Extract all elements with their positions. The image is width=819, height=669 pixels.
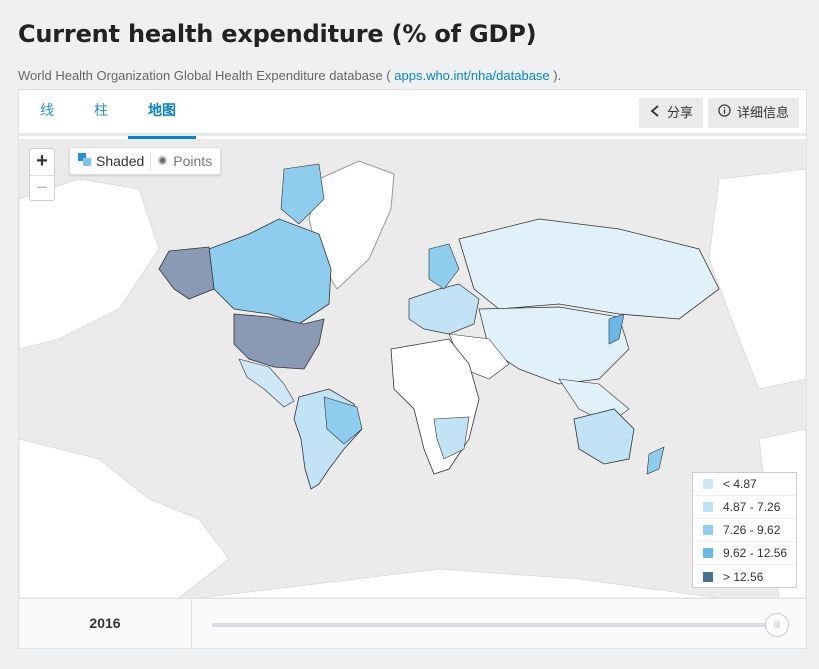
current-year: 2016 <box>19 599 192 649</box>
map-region-mexico <box>238 358 295 408</box>
map-region-canada <box>208 218 332 325</box>
source-prefix: World Health Organization Global Health … <box>18 68 395 83</box>
map-land-west-nodata <box>19 178 160 350</box>
view-tabs: 线 柱 地图 分享 详细信息 <box>19 90 806 139</box>
map-canvas <box>19 160 806 598</box>
share-button[interactable]: 分享 <box>639 98 704 128</box>
details-button[interactable]: 详细信息 <box>708 98 800 128</box>
map-region-scandinavia <box>428 243 460 290</box>
zoom-control: + − <box>29 148 55 201</box>
legend-item: 4.87 - 7.26 <box>693 496 796 519</box>
map-region-brazil <box>323 396 363 445</box>
legend-label: > 12.56 <box>723 569 764 584</box>
map-region-usa <box>233 313 325 370</box>
points-label: Points <box>173 153 213 169</box>
legend-swatch <box>703 548 713 558</box>
legend-label: 4.87 - 7.26 <box>723 500 781 514</box>
map-land-antarctica-left <box>19 438 230 598</box>
map-region-new-zealand <box>646 446 665 475</box>
share-label: 分享 <box>667 105 694 120</box>
legend-swatch <box>703 479 713 489</box>
legend-item: < 4.87 <box>693 473 796 496</box>
page-title: Current health expenditure (% of GDP) <box>18 20 537 48</box>
details-label: 详细信息 <box>737 105 790 120</box>
info-icon <box>718 98 731 128</box>
source-suffix: ). <box>549 68 562 83</box>
legend-item: 9.62 - 12.56 <box>693 542 796 565</box>
toggle-divider <box>150 152 152 170</box>
chart-panel: 线 柱 地图 分享 详细信息 <box>18 89 807 649</box>
map-legend: < 4.87 4.87 - 7.26 7.26 - 9.62 9.62 - 12… <box>692 472 797 588</box>
shaded-icon <box>78 153 91 169</box>
share-icon <box>649 98 661 128</box>
legend-label: 7.26 - 9.62 <box>723 523 781 537</box>
legend-swatch <box>703 502 713 512</box>
map-land-east-nodata <box>708 168 806 390</box>
map-land-antarctica <box>198 568 720 598</box>
map-region-southern-africa <box>433 416 470 460</box>
tab-map[interactable]: 地图 <box>128 90 196 139</box>
year-slider-handle[interactable]: ||| <box>765 613 789 637</box>
legend-swatch <box>703 525 713 535</box>
map-region-europe <box>408 283 480 335</box>
source-link[interactable]: apps.who.int/nha/database <box>394 68 550 83</box>
legend-swatch <box>703 571 713 582</box>
timeline-bar: 2016 ||| <box>19 598 806 649</box>
shaded-label: Shaded <box>96 153 145 169</box>
source-note: World Health Organization Global Health … <box>18 68 561 83</box>
points-option[interactable]: Points <box>157 153 212 169</box>
year-slider-track[interactable] <box>212 623 787 627</box>
world-map[interactable]: + − Shaded Points < 4.87 <box>19 139 806 598</box>
map-region-russia <box>458 218 720 320</box>
zoom-out-button[interactable]: − <box>30 175 54 201</box>
tab-line[interactable]: 线 <box>40 102 54 118</box>
map-region-asia <box>478 306 630 385</box>
map-region-japan <box>608 313 625 345</box>
map-region-canada-islands <box>280 163 325 225</box>
legend-item: > 12.56 <box>693 565 796 588</box>
legend-item: 7.26 - 9.62 <box>693 519 796 542</box>
points-icon <box>157 153 168 169</box>
shaded-option[interactable]: Shaded <box>78 153 144 169</box>
legend-label: 9.62 - 12.56 <box>723 546 788 560</box>
legend-label: < 4.87 <box>723 477 757 491</box>
map-region-australia <box>573 408 635 465</box>
map-mode-toggle: Shaded Points <box>69 147 222 175</box>
map-region-alaska <box>158 246 215 300</box>
zoom-in-button[interactable]: + <box>36 150 48 172</box>
tab-bar[interactable]: 柱 <box>94 102 108 118</box>
